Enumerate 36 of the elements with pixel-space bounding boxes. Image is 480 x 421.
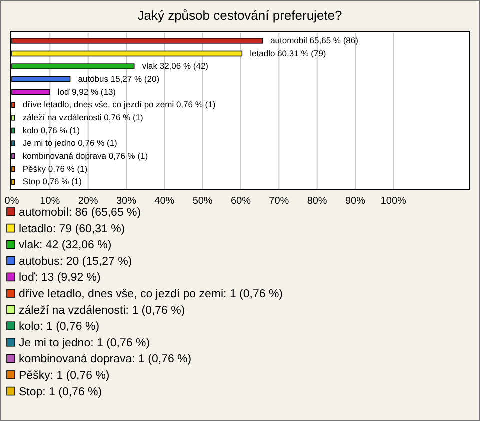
x-tick-label: 0% [4,196,20,207]
chart-title: Jaký způsob cestování preferujete? [138,8,342,23]
category-label: záleží na vzdálenosti 0,76 % (1) [22,112,144,122]
text: automobil: 86 (65,65 %) [19,207,142,219]
text: Pěšky: 1 (0,76 %) [19,370,110,382]
x-tick-label: 90% [345,196,366,207]
category-label: Stop 0,76 % (1) [22,176,82,187]
category-label: dříve letadlo, dnes vše, co jezdí po zemi 0,76 % (1) [22,100,216,110]
x-tick-label: 40% [154,196,175,207]
text: kolo: 1 (0,76 %) [19,321,100,334]
text: vlak: 42 (32,06 %) [19,240,112,252]
category-label: autobus 15,27 % (20) [78,74,160,84]
category-label: Pěšky 0,76 % (1) [22,164,88,174]
x-tick-label: 20% [78,196,98,207]
text: letadlo: 79 (60,31 %) [19,223,126,236]
text: Stop: 1 (0,76 %) [19,386,102,398]
x-tick-label: 60% [230,196,252,207]
text: záleží na vzdálenosti: 1 (0,76 %) [19,304,186,317]
category-label: loď 9,92 % (13) [58,86,116,97]
category-label: automobil 65,65 % (86) [270,35,358,46]
text: loď: 13 (9,92 %) [19,272,102,284]
text: Je mi to jedno: 1 (0,76 %) [19,337,150,350]
category-label: kolo 0,76 % (1) [22,125,80,136]
x-tick-label: 10% [40,196,60,207]
category-label: vlak 32,06 % (42) [142,61,209,72]
x-tick-label: 100% [380,196,407,207]
x-tick-label: 80% [307,196,328,207]
x-tick-label: 70% [269,196,290,207]
text: autobus: 20 (15,27 %) [19,256,132,268]
x-tick-label: 30% [116,196,137,207]
text: kombinovaná doprava: 1 (0,76 %) [19,354,192,366]
category-label: letadlo 60,31 % (79) [250,48,326,58]
x-tick-label: 50% [192,196,213,207]
category-label: kombinovaná doprava 0,76 % (1) [22,150,148,161]
category-label: Je mi to jedno 0,76 % (1) [22,138,118,148]
text: dříve letadlo, dnes vše, co jezdí po zemi: 1 (0,76 %) [19,288,284,300]
